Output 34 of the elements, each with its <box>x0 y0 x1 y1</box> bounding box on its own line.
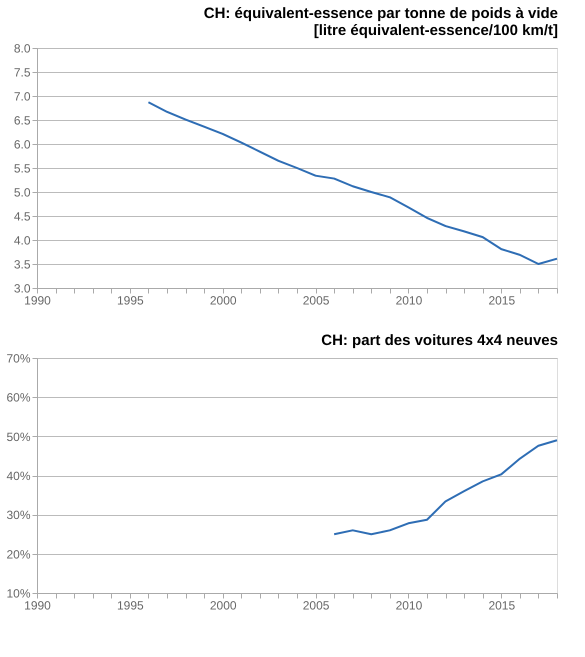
x-tick-label: 2010 <box>396 294 423 308</box>
y-tick-label: 7.0 <box>14 90 31 104</box>
line-series <box>147 101 558 265</box>
y-tick-label: 6.5 <box>14 114 31 128</box>
y-tick-label: 60% <box>6 390 31 405</box>
x-tick-label: 1995 <box>117 598 144 612</box>
chart-title: CH: équivalent-essence par tonne de poids à vide [litre équivalent-essence/100 km/t] <box>204 5 558 39</box>
x-tick-label: 1990 <box>24 598 52 612</box>
y-tick-label: 6.0 <box>14 138 31 152</box>
y-tick-label: 8.0 <box>14 42 31 56</box>
y-tick-label: 7.5 <box>14 66 31 80</box>
x-tick-label: 1990 <box>24 294 52 308</box>
y-tick-label: 50% <box>6 430 31 444</box>
y-tick-label: 70% <box>6 352 31 366</box>
x-tick-label: 2005 <box>302 598 330 612</box>
y-tick-label: 20% <box>6 547 31 562</box>
x-tick-label: 1995 <box>117 294 144 308</box>
x-tick-label: 2015 <box>488 598 516 612</box>
y-tick-label: 5.0 <box>14 186 31 200</box>
y-tick-label: 40% <box>6 469 31 483</box>
x-tick-label: 2000 <box>210 598 237 612</box>
y-tick-label: 30% <box>6 508 31 522</box>
y-tick-label: 10% <box>6 586 31 600</box>
x-tick-label: 2000 <box>210 294 237 308</box>
line-series <box>333 439 558 536</box>
x-tick-label: 2010 <box>396 598 423 612</box>
y-tick-label: 3.0 <box>14 282 31 296</box>
y-tick-label: 4.0 <box>14 234 31 248</box>
y-tick-label: 3.5 <box>14 258 31 272</box>
y-tick-label: 4.5 <box>14 210 31 224</box>
chart-title: CH: part des voitures 4x4 neuves <box>321 332 558 349</box>
x-tick-label: 2005 <box>302 294 330 308</box>
y-tick-label: 5.5 <box>14 162 31 176</box>
x-tick-label: 2015 <box>488 294 516 308</box>
